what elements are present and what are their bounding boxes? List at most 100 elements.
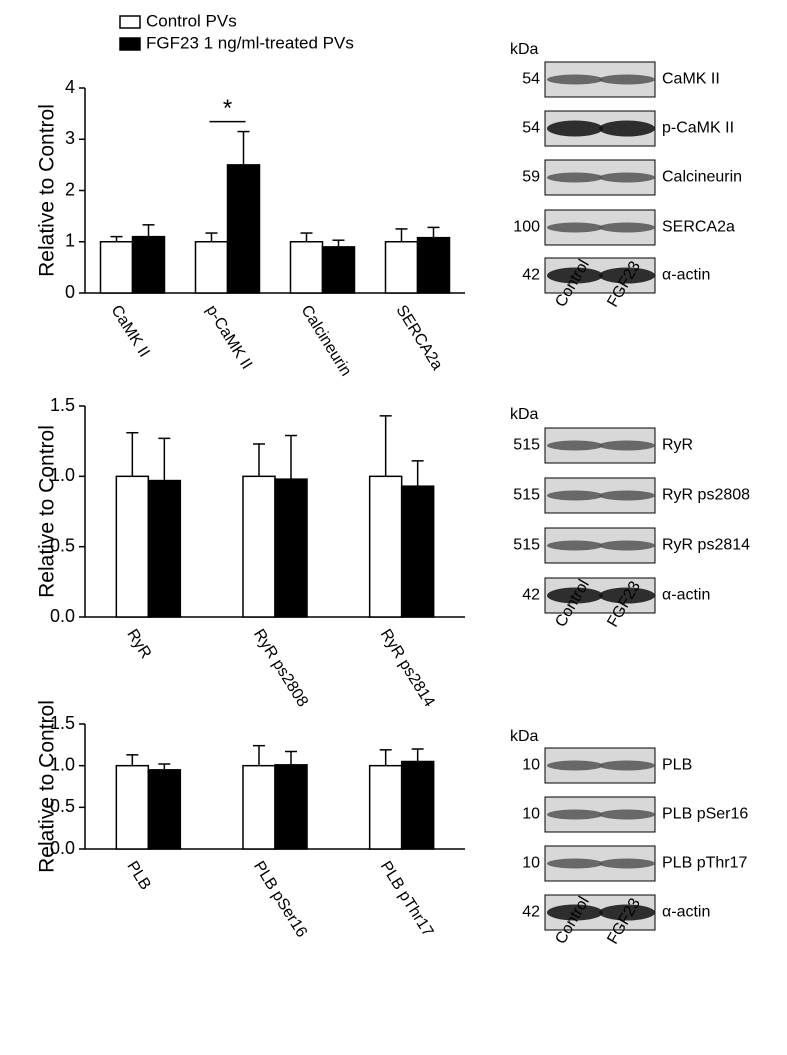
x-tick-label: PLB	[123, 858, 153, 893]
y-axis-title: Relative to Control	[36, 104, 59, 277]
kda-label: kDa	[510, 728, 539, 745]
bar	[289, 241, 324, 294]
kda-value: 59	[522, 169, 540, 186]
blot-band	[599, 540, 655, 551]
error-bar	[110, 235, 123, 242]
blot-band	[547, 440, 603, 451]
blot-band	[547, 760, 603, 771]
legend-label: FGF23 1 ng/ml-treated PVs	[146, 33, 354, 52]
blot-band	[599, 858, 655, 869]
blot-band	[547, 120, 603, 137]
protein-label: RyR ps2814	[662, 537, 750, 554]
y-tick-label: 2	[65, 179, 75, 199]
x-tick-label: PLB pThr17	[377, 858, 437, 940]
error-bar	[285, 750, 297, 765]
error-bar	[285, 434, 297, 480]
blot-band	[599, 904, 655, 921]
protein-label: PLB pThr17	[662, 855, 747, 872]
bar	[242, 475, 276, 618]
kda-value: 515	[513, 487, 540, 504]
bar	[242, 764, 276, 850]
bar	[368, 764, 403, 850]
y-axis-title: Relative to Control	[36, 700, 59, 873]
error-bar	[395, 228, 408, 242]
blot-band	[599, 172, 655, 183]
blot-band	[547, 587, 603, 604]
kda-value: 42	[522, 904, 540, 921]
blot-band	[547, 540, 603, 551]
blot-band	[547, 74, 603, 85]
protein-label: p-CaMK II	[662, 120, 734, 137]
blot-band	[599, 120, 655, 137]
kda-value: 54	[522, 120, 540, 137]
blot-band	[599, 760, 655, 771]
legend-swatch	[119, 37, 141, 51]
error-bar	[332, 239, 345, 247]
error-bar	[300, 232, 313, 242]
kda-value: 10	[522, 757, 540, 774]
kda-label: kDa	[510, 41, 539, 58]
y-tick-label: 1.0	[50, 754, 75, 774]
error-bar	[253, 744, 265, 766]
blot-band	[599, 587, 655, 604]
x-tick-label: RyR ps2808	[250, 626, 311, 710]
x-tick-label: PLB pSer16	[250, 858, 310, 940]
bar	[115, 764, 150, 850]
kda-value: 515	[513, 437, 540, 454]
x-tick-label: RyR ps2814	[377, 626, 438, 710]
kda-value: 42	[522, 267, 540, 284]
bar	[147, 479, 182, 618]
bar	[368, 475, 403, 618]
bar	[194, 241, 229, 294]
legend-swatch	[119, 15, 141, 29]
protein-label: RyR	[662, 437, 693, 454]
x-tick-label: CaMK II	[108, 302, 153, 360]
bar	[400, 760, 435, 850]
bar	[115, 475, 150, 618]
kda-value: 10	[522, 806, 540, 823]
bar	[274, 764, 308, 850]
blot-band	[599, 267, 655, 284]
kda-value: 42	[522, 587, 540, 604]
blot-band	[547, 904, 603, 921]
y-tick-label: 1.5	[50, 713, 75, 733]
error-bar	[379, 415, 392, 477]
y-tick-label: 0.0	[50, 606, 75, 626]
kda-value: 100	[513, 219, 540, 236]
error-bar	[158, 763, 171, 770]
x-tick-label: Calcineurin	[298, 302, 355, 379]
bar	[99, 241, 134, 294]
x-tick-label: p-CaMK II	[203, 302, 256, 372]
error-bar	[158, 437, 171, 481]
x-tick-label: RyR	[123, 626, 154, 661]
blot-band	[547, 490, 603, 501]
blot-band	[599, 222, 655, 233]
blot-band	[599, 490, 655, 501]
error-bar	[427, 226, 440, 238]
bar	[384, 241, 419, 294]
blot-band	[547, 858, 603, 869]
error-bar	[126, 431, 139, 477]
bar	[226, 164, 261, 294]
protein-label: α-actin	[662, 904, 710, 921]
protein-label: CaMK II	[662, 71, 720, 88]
kda-value: 54	[522, 71, 540, 88]
y-tick-label: 3	[65, 128, 75, 148]
y-tick-label: 0	[65, 282, 75, 302]
y-tick-label: 1	[65, 231, 75, 251]
y-tick-label: 0.5	[50, 796, 75, 816]
protein-label: PLB pSer16	[662, 806, 748, 823]
x-tick-label: SERCA2a	[393, 302, 446, 373]
y-axis-title: Relative to Control	[36, 425, 59, 598]
legend-label: Control PVs	[146, 11, 237, 30]
y-tick-label: 1.0	[50, 465, 75, 485]
error-bar	[237, 130, 250, 165]
protein-label: Calcineurin	[662, 169, 742, 186]
protein-label: SERCA2a	[662, 219, 735, 236]
error-bar	[411, 748, 424, 762]
bar	[274, 478, 308, 618]
bar	[131, 235, 166, 294]
error-bar	[253, 443, 265, 477]
y-tick-label: 0.5	[50, 535, 75, 555]
